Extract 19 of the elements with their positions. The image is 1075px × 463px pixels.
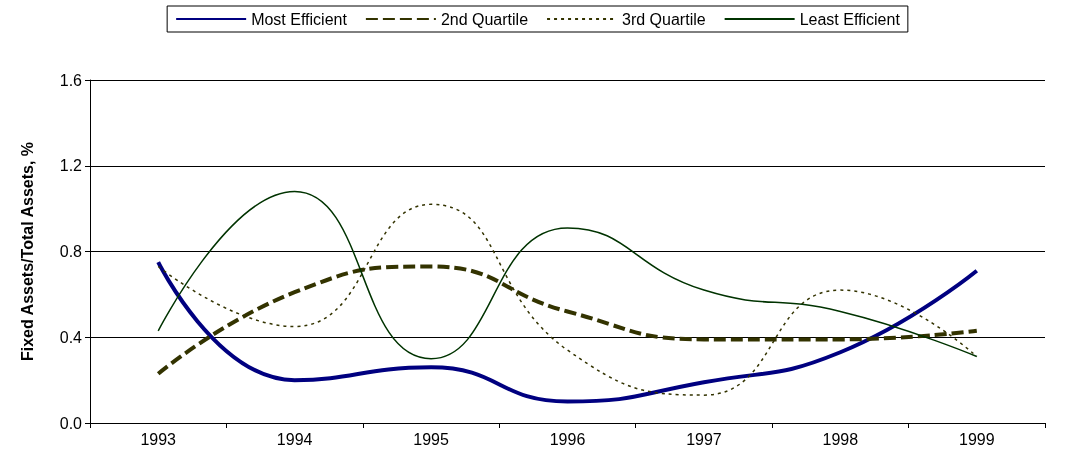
line-series bbox=[157, 190, 978, 360]
y-tick-label: 0.8 bbox=[59, 243, 83, 260]
y-tick-label: 1.2 bbox=[59, 157, 83, 175]
legend-label: Least Efficient bbox=[799, 10, 901, 28]
legend-label: 3rd Quartile bbox=[622, 10, 706, 28]
x-tick-label: 1997 bbox=[686, 430, 722, 448]
y-tick-label: 1.6 bbox=[59, 71, 83, 89]
x-tick-label: 1998 bbox=[822, 430, 859, 448]
x-tick-label: 1999 bbox=[958, 430, 995, 448]
legend-label: 2nd Quartile bbox=[440, 10, 529, 28]
x-tick-label: 1993 bbox=[140, 430, 177, 448]
legend-label: Most Efficient bbox=[251, 10, 348, 28]
x-tick-label: 1996 bbox=[549, 430, 586, 448]
x-tick-label: 1994 bbox=[276, 430, 313, 448]
y-tick-label: 0.0 bbox=[59, 414, 83, 432]
y-tick-label: 0.4 bbox=[59, 328, 83, 346]
x-tick-label: 1995 bbox=[413, 430, 449, 448]
y-axis-title: Fixed Assets/Total Assets, % bbox=[18, 141, 36, 362]
line-series bbox=[156, 260, 979, 404]
